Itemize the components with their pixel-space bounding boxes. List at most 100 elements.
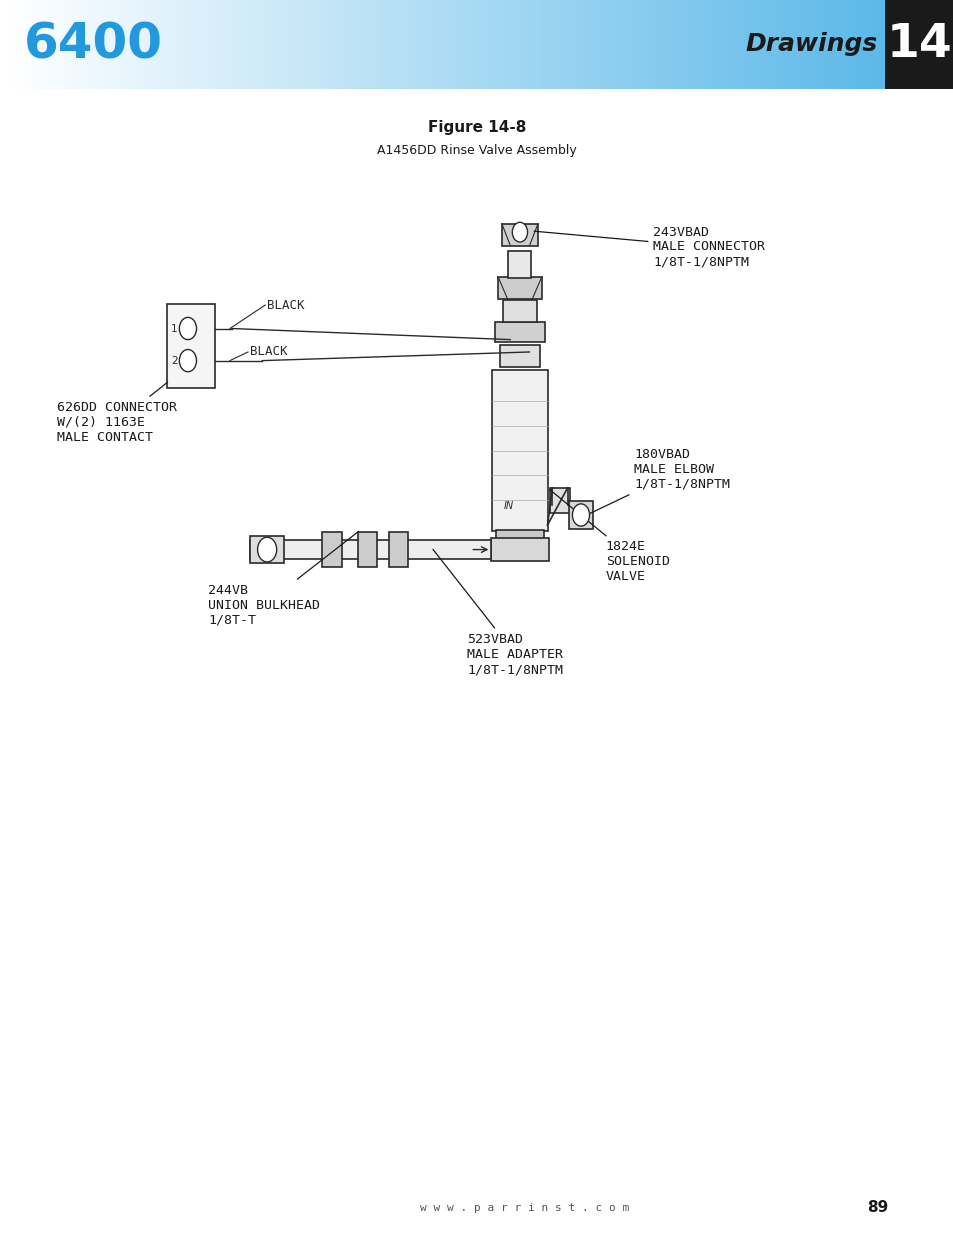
Bar xyxy=(793,0,796,89)
Bar xyxy=(563,0,566,89)
Bar xyxy=(763,0,766,89)
Bar xyxy=(799,0,801,89)
Bar xyxy=(53,0,56,89)
Bar xyxy=(421,0,424,89)
Bar xyxy=(796,0,799,89)
Bar xyxy=(578,0,580,89)
Bar xyxy=(776,0,779,89)
Bar xyxy=(389,532,408,567)
Text: 14: 14 xyxy=(886,22,951,67)
Bar xyxy=(876,0,879,89)
Bar xyxy=(534,0,537,89)
Bar xyxy=(183,0,186,89)
Bar xyxy=(392,0,395,89)
Bar xyxy=(377,0,380,89)
Bar xyxy=(224,0,227,89)
Bar xyxy=(274,0,277,89)
Bar xyxy=(537,0,539,89)
Bar xyxy=(717,0,720,89)
Text: 1: 1 xyxy=(172,324,177,333)
Bar xyxy=(383,0,386,89)
Bar xyxy=(631,0,634,89)
Bar xyxy=(0,0,3,89)
Bar xyxy=(663,0,666,89)
Bar xyxy=(135,0,138,89)
Bar xyxy=(645,0,649,89)
Bar xyxy=(41,0,44,89)
Bar xyxy=(18,0,21,89)
Bar xyxy=(148,0,151,89)
Bar xyxy=(593,0,596,89)
Bar xyxy=(286,0,289,89)
Bar xyxy=(596,0,598,89)
Bar xyxy=(516,0,518,89)
Bar xyxy=(91,0,94,89)
Bar xyxy=(106,0,109,89)
Bar xyxy=(315,0,318,89)
Bar xyxy=(746,0,749,89)
Bar xyxy=(483,0,486,89)
Bar xyxy=(804,0,808,89)
Bar xyxy=(598,0,601,89)
Bar xyxy=(769,0,772,89)
Bar xyxy=(210,0,213,89)
Bar xyxy=(749,0,752,89)
Bar xyxy=(448,0,451,89)
Bar xyxy=(669,0,672,89)
Bar xyxy=(838,0,841,89)
Bar xyxy=(492,370,547,531)
Bar xyxy=(130,0,132,89)
Bar xyxy=(508,251,531,278)
Bar xyxy=(681,0,684,89)
Bar xyxy=(568,501,593,529)
Bar xyxy=(38,0,41,89)
Bar xyxy=(35,0,38,89)
Bar xyxy=(292,0,294,89)
Bar xyxy=(356,0,359,89)
Bar xyxy=(560,0,563,89)
Bar xyxy=(714,0,717,89)
Bar xyxy=(32,0,35,89)
Bar xyxy=(704,0,707,89)
Bar xyxy=(882,0,884,89)
Bar xyxy=(758,0,760,89)
Bar xyxy=(250,540,491,559)
Bar xyxy=(132,0,135,89)
Bar xyxy=(825,0,828,89)
Bar xyxy=(73,0,76,89)
Bar xyxy=(380,0,383,89)
Text: 523VBAD
MALE ADAPTER
1/8T-1/8NPTM: 523VBAD MALE ADAPTER 1/8T-1/8NPTM xyxy=(433,550,563,676)
Bar xyxy=(558,0,560,89)
Bar xyxy=(649,0,652,89)
Bar xyxy=(83,0,86,89)
Bar xyxy=(51,0,53,89)
Bar xyxy=(619,0,622,89)
Bar xyxy=(127,0,130,89)
Bar xyxy=(251,0,253,89)
Bar xyxy=(666,0,669,89)
Bar xyxy=(808,0,811,89)
Bar xyxy=(277,0,280,89)
Bar xyxy=(56,0,59,89)
Bar xyxy=(351,0,354,89)
Bar xyxy=(528,0,531,89)
Bar xyxy=(572,0,575,89)
Bar xyxy=(11,0,14,89)
Bar xyxy=(245,0,248,89)
Bar xyxy=(551,0,555,89)
Bar xyxy=(760,0,763,89)
Bar xyxy=(3,0,6,89)
Bar xyxy=(772,0,776,89)
Bar xyxy=(151,0,153,89)
Bar xyxy=(607,0,610,89)
Bar xyxy=(297,0,301,89)
Bar xyxy=(342,0,345,89)
Bar xyxy=(138,0,141,89)
Bar xyxy=(156,0,159,89)
Bar xyxy=(610,0,613,89)
Bar xyxy=(197,0,200,89)
Bar xyxy=(707,0,710,89)
Bar xyxy=(728,0,731,89)
Bar xyxy=(590,0,593,89)
Bar xyxy=(843,0,846,89)
